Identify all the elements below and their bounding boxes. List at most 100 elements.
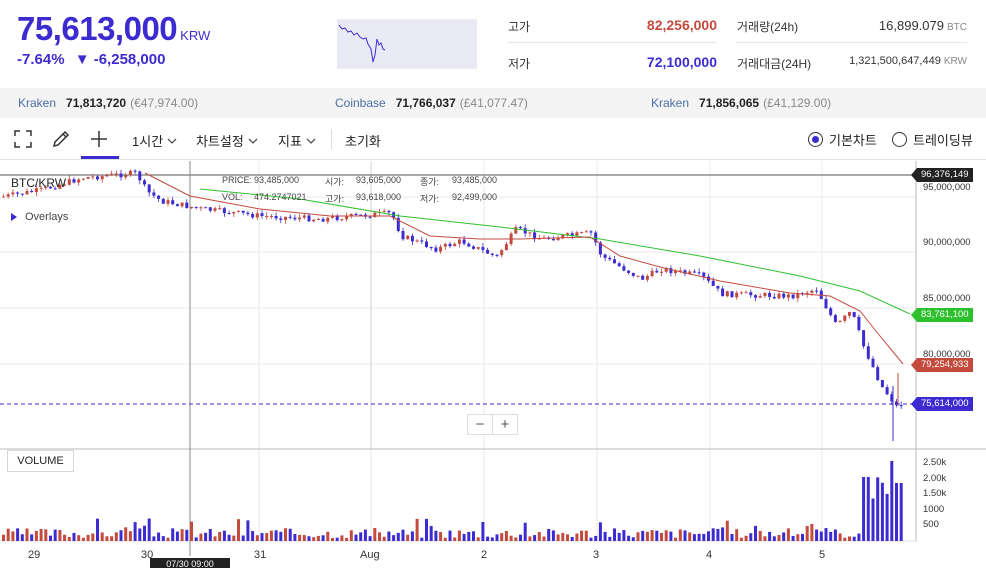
candle-body bbox=[669, 268, 673, 274]
candle-body bbox=[660, 271, 663, 273]
candle-body bbox=[655, 270, 659, 273]
candle-body bbox=[321, 219, 325, 222]
volume-bar bbox=[143, 525, 146, 541]
indicators-dropdown[interactable]: 지표 bbox=[278, 131, 316, 150]
candle-body bbox=[678, 270, 682, 272]
chart-settings-dropdown[interactable]: 차트설정 bbox=[196, 131, 258, 150]
candle-body bbox=[490, 253, 494, 255]
chart-canvas[interactable] bbox=[0, 161, 986, 568]
candle-body bbox=[796, 293, 800, 299]
exchange-fiat: (£41,129.00) bbox=[763, 96, 832, 110]
exchange-item-3[interactable]: Kraken 71,856,065 (£41,129.00) bbox=[651, 96, 831, 110]
zoom-out-button[interactable]: − bbox=[468, 415, 493, 434]
volume-bar bbox=[194, 537, 198, 541]
radio-unselected-icon bbox=[892, 132, 907, 147]
volume-bar bbox=[575, 533, 579, 541]
candle-body bbox=[30, 190, 34, 193]
candle-body bbox=[143, 180, 146, 185]
zoom-in-button[interactable]: + bbox=[500, 416, 510, 433]
volume-bar bbox=[434, 530, 438, 541]
volume-bar bbox=[669, 531, 673, 541]
exchange-fiat: (€47,974.00) bbox=[130, 96, 199, 110]
candle-body bbox=[641, 275, 645, 280]
exchange-item-2[interactable]: Coinbase 71,766,037 (£41,077.47) bbox=[335, 96, 528, 110]
candle-body bbox=[735, 292, 739, 298]
current-price: 75,613,000 KRW bbox=[17, 10, 210, 48]
candle-body bbox=[166, 200, 170, 204]
volume-bar bbox=[349, 530, 353, 541]
exchange-item-1[interactable]: Kraken 71,813,720 (€47,974.00) bbox=[18, 96, 198, 110]
price-chart[interactable]: BTC/KRW Overlays PRICE: 93,485,000 시가: 9… bbox=[0, 161, 986, 568]
volume-bar bbox=[725, 520, 729, 541]
candle-body bbox=[298, 217, 302, 220]
candle-body bbox=[528, 232, 532, 234]
volume-bar bbox=[6, 528, 10, 541]
date-label: 4 bbox=[706, 549, 713, 561]
candle-body bbox=[63, 184, 67, 186]
candle-body bbox=[636, 275, 640, 277]
date-label: 5 bbox=[819, 549, 826, 561]
volume-indicator-label[interactable]: VOLUME bbox=[7, 450, 74, 472]
crosshair-icon[interactable] bbox=[87, 127, 111, 151]
interval-dropdown[interactable]: 1시간 bbox=[132, 131, 177, 150]
candle-body bbox=[631, 272, 635, 276]
candle-body bbox=[2, 196, 5, 198]
ohlc-vol-label: VOL: bbox=[222, 192, 243, 202]
volume-bar bbox=[44, 529, 48, 541]
volume-bar bbox=[650, 530, 654, 541]
ohlc-low-label: 저가: bbox=[420, 194, 440, 204]
candle-body bbox=[810, 290, 814, 293]
volume-bar bbox=[617, 532, 621, 541]
price-axis-label: 85,000,000 bbox=[923, 293, 971, 304]
candle-body bbox=[255, 213, 259, 218]
price-tag-high: 96,376,149 bbox=[911, 168, 973, 182]
candle-body bbox=[711, 280, 715, 286]
volume-bar bbox=[533, 535, 537, 541]
volume-bar bbox=[321, 535, 325, 541]
candle-body bbox=[739, 292, 743, 294]
volume-bar bbox=[749, 533, 753, 541]
candle-body bbox=[791, 294, 795, 299]
candle-body bbox=[768, 293, 772, 297]
ohlc-close: 93,485,000 bbox=[452, 175, 498, 185]
candle-body bbox=[335, 216, 339, 221]
volume-bar bbox=[674, 537, 678, 541]
candle-body bbox=[204, 207, 208, 209]
candle-body bbox=[721, 288, 725, 297]
volume-bar bbox=[288, 528, 292, 541]
candle-body bbox=[401, 230, 405, 240]
volume-bar bbox=[542, 536, 546, 541]
pencil-icon[interactable] bbox=[49, 127, 73, 151]
candle-body bbox=[359, 214, 363, 216]
fullscreen-icon[interactable] bbox=[11, 127, 35, 151]
volume-bar bbox=[589, 537, 593, 541]
price-axis-label: 95,000,000 bbox=[923, 182, 971, 193]
exchange-name: Kraken bbox=[18, 96, 57, 110]
volume-bar bbox=[697, 533, 701, 541]
candle-body bbox=[580, 232, 584, 234]
reset-button[interactable]: 초기화 bbox=[345, 134, 381, 149]
basic-chart-radio[interactable]: 기본차트 bbox=[808, 130, 877, 149]
current-price-unit: KRW bbox=[180, 28, 211, 43]
volume-bar bbox=[613, 528, 616, 541]
tradingview-radio[interactable]: 트레이딩뷰 bbox=[892, 130, 973, 149]
volume-bar bbox=[199, 533, 203, 541]
volume-bar bbox=[110, 536, 114, 541]
volume-bar bbox=[152, 536, 156, 541]
volume-bar bbox=[537, 532, 541, 541]
chart-settings-label: 차트설정 bbox=[196, 134, 244, 149]
candle-body bbox=[429, 247, 433, 249]
ohlc-price: 93,485,000 bbox=[254, 175, 300, 185]
volume-bar bbox=[500, 533, 504, 541]
candle-body bbox=[119, 173, 123, 178]
overlays-toggle[interactable]: Overlays bbox=[11, 211, 68, 223]
candle-body bbox=[674, 270, 678, 274]
volume-bar bbox=[556, 534, 560, 541]
candle-body bbox=[523, 228, 527, 234]
candle-body bbox=[415, 240, 419, 242]
volume-bar bbox=[190, 521, 193, 541]
ohlc-vol: 474.2747021 bbox=[254, 192, 307, 202]
candle-body bbox=[53, 188, 57, 190]
caret-right-icon bbox=[11, 213, 17, 221]
exchange-price: 71,766,037 bbox=[395, 96, 456, 110]
